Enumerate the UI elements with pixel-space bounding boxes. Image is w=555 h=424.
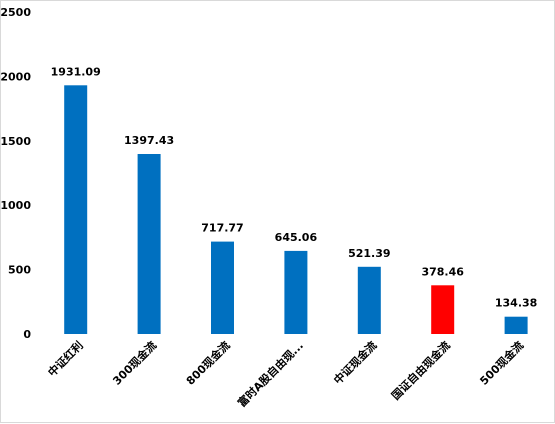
- data-label: 645.06: [275, 231, 318, 244]
- bar: [284, 250, 308, 334]
- x-tick-label: 800现金流: [183, 338, 232, 387]
- data-label: 1397.43: [124, 134, 174, 147]
- x-tick-label: 富时A股自由现...: [235, 338, 306, 409]
- x-tick-label: 国证自由现金流: [388, 338, 452, 402]
- data-label: 521.39: [348, 247, 390, 260]
- x-tick-label: 中证红利: [45, 338, 86, 379]
- y-tick-label: 2000: [1, 70, 31, 83]
- data-label: 134.38: [495, 297, 537, 310]
- bar: [137, 154, 161, 334]
- data-label: 378.46: [421, 265, 464, 278]
- bar: [211, 241, 234, 334]
- bar: [504, 316, 528, 334]
- x-tick-label: 中证现金流: [331, 338, 380, 387]
- y-tick-label: 500: [8, 264, 31, 277]
- bar: [64, 85, 88, 334]
- y-tick-label: 1500: [1, 135, 31, 148]
- value-labels: 1931.09 1397.43 717.77 645.06 521.39 378.46 13…: [51, 65, 538, 309]
- y-tick-label: 1000: [1, 199, 31, 212]
- y-tick-label: 2500: [1, 6, 31, 19]
- data-label: 717.77: [201, 222, 243, 235]
- y-tick-label: 0: [23, 328, 31, 341]
- category-labels: 中证红利 300现金流 800现金流 富时A股自由现... 中证现金流 国证自由现金流 50…: [45, 338, 526, 409]
- data-label: 1931.09: [51, 65, 101, 78]
- x-tick-label: 500现金流: [477, 338, 526, 387]
- bar: [431, 285, 455, 334]
- x-tick-label: 300现金流: [110, 338, 159, 387]
- bar: [357, 266, 381, 334]
- y-axis: 0 500 1000 1500 2000 2500: [1, 6, 31, 341]
- bars: [64, 85, 528, 334]
